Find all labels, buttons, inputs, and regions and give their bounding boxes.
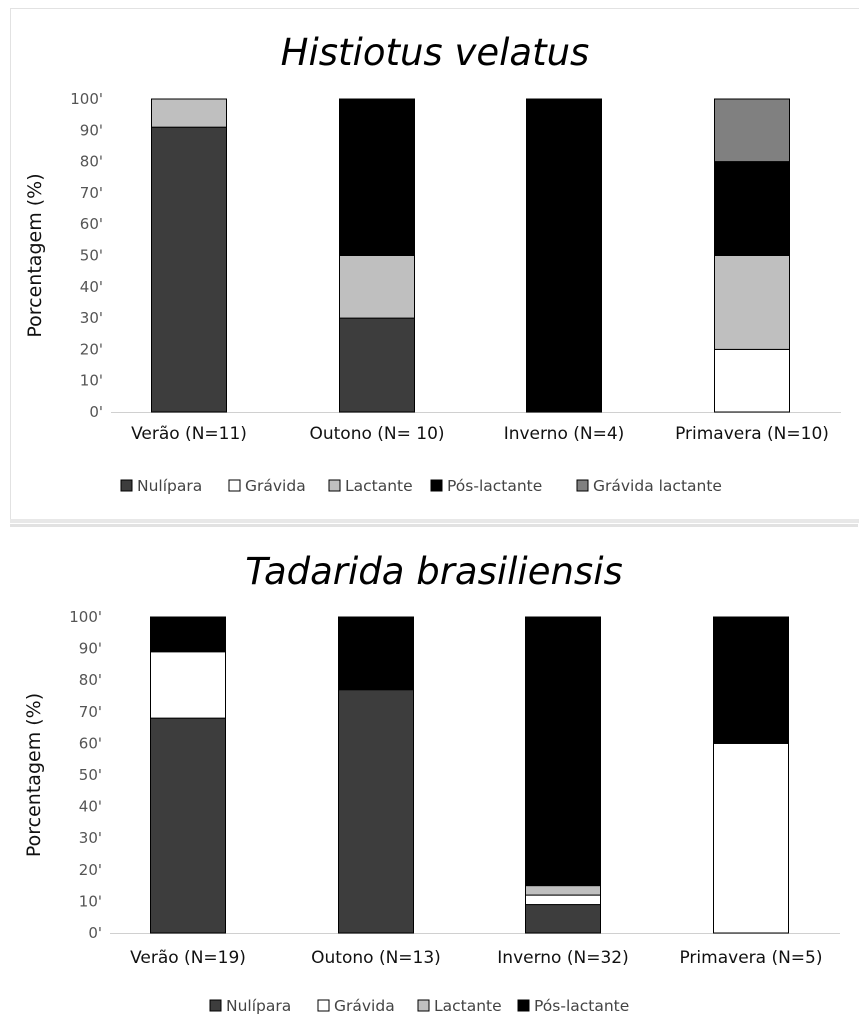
y-tick-label: 80'	[80, 153, 103, 171]
y-tick-label: 50'	[80, 247, 103, 265]
bar-segment-p-s-lactante	[713, 616, 789, 744]
bar-segment-gr-vida	[525, 894, 601, 906]
y-tick-label: 30'	[80, 309, 103, 327]
y-tick-label: 10'	[80, 372, 103, 390]
bar-segment-nul-para	[525, 904, 601, 934]
y-axis-label: Porcentagem (%)	[24, 173, 46, 337]
bar-segment-gr-vida	[150, 651, 226, 719]
bar-segment-p-s-lactante	[338, 616, 414, 691]
chart-panel-tadarida: Tadarida brasiliensis Porcentagem (%) 0' 10…	[10, 524, 858, 1031]
panel-divider	[10, 519, 859, 523]
x-category-label: Outono (N= 10)	[309, 424, 444, 444]
bar-segment-p-s-lactante	[525, 616, 601, 887]
x-category-label: Verão (N=19)	[130, 948, 246, 968]
legend-swatch	[120, 479, 133, 492]
legend-label: Grávida	[245, 477, 306, 495]
bar-segment-p-s-lactante	[526, 98, 602, 413]
bar-segment-p-s-lactante	[714, 161, 790, 257]
bar-segment-nul-para	[150, 717, 226, 934]
x-category-label: Inverno (N=32)	[497, 948, 628, 968]
y-tick-label: 40'	[79, 798, 102, 816]
legend-label: Pós-lactante	[534, 997, 629, 1015]
x-category-label: Outono (N=13)	[311, 948, 441, 968]
y-tick-label: 10'	[79, 892, 102, 910]
y-tick-label: 100'	[70, 90, 103, 108]
y-axis-label: Porcentagem (%)	[23, 693, 45, 857]
legend-label: Nulípara	[226, 997, 291, 1015]
y-tick-label: 20'	[79, 861, 102, 879]
y-tick-label: 0'	[89, 403, 103, 421]
chart-histiotus-velatus: Histiotus velatus Porcentagem (%) 0' 10' 20'…	[24, 31, 841, 495]
legend-label: Pós-lactante	[447, 477, 542, 495]
x-category-label: Primavera (N=10)	[675, 424, 829, 444]
bar-segment-lactante	[525, 885, 601, 896]
bar-segment-gr-vida	[713, 742, 789, 934]
y-tick-label: 80'	[79, 671, 102, 689]
legend-label: Lactante	[434, 997, 502, 1015]
y-tick-label: 60'	[80, 215, 103, 233]
y-tick-label: 40'	[80, 278, 103, 296]
legend-swatch	[228, 479, 241, 492]
y-tick-label: 60'	[79, 734, 102, 752]
legend-swatch	[430, 479, 443, 492]
bar-segment-nul-para	[338, 689, 414, 934]
legend-swatch	[576, 479, 589, 492]
bar-segment-nul-para	[339, 317, 415, 413]
legend-swatch	[517, 999, 530, 1012]
y-tick-label: 100'	[69, 608, 102, 626]
bar-segment-nul-para	[151, 126, 227, 413]
x-category-label: Verão (N=11)	[131, 424, 247, 444]
legend-label: Grávida	[334, 997, 395, 1015]
chart-title: Histiotus velatus	[281, 31, 590, 74]
legend-label: Nulípara	[137, 477, 202, 495]
legend-label: Grávida lactante	[593, 477, 722, 495]
bar-segment-p-s-lactante	[150, 616, 226, 653]
x-category-label: Primavera (N=5)	[679, 948, 822, 968]
y-tick-label: 90'	[79, 640, 102, 658]
y-tick-label: 90'	[80, 121, 103, 139]
chart-panel-histiotus: Histiotus velatus Porcentagem (%) 0' 10' 20'…	[10, 8, 859, 520]
legend-swatch	[317, 999, 330, 1012]
y-tick-label: 0'	[88, 924, 102, 942]
legend-swatch	[328, 479, 341, 492]
legend-swatch	[209, 999, 222, 1012]
x-category-label: Inverno (N=4)	[504, 424, 625, 444]
y-tick-label: 20'	[80, 340, 103, 358]
bar-segment-lactante	[151, 98, 227, 128]
legend-swatch	[417, 999, 430, 1012]
y-tick-label: 70'	[79, 703, 102, 721]
y-tick-label: 50'	[79, 766, 102, 784]
bar-segment-gr-vida-lactante	[714, 98, 790, 163]
chart-title: Tadarida brasiliensis	[245, 550, 623, 593]
y-tick-label: 70'	[80, 184, 103, 202]
bar-segment-gr-vida	[714, 348, 790, 413]
bar-segment-lactante	[339, 255, 415, 319]
legend-label: Lactante	[345, 477, 413, 495]
bar-segment-p-s-lactante	[339, 98, 415, 256]
y-tick-label: 30'	[79, 829, 102, 847]
bar-segment-lactante	[714, 255, 790, 350]
chart-tadarida-brasiliensis: Tadarida brasiliensis Porcentagem (%) 0' 10…	[23, 550, 840, 1015]
